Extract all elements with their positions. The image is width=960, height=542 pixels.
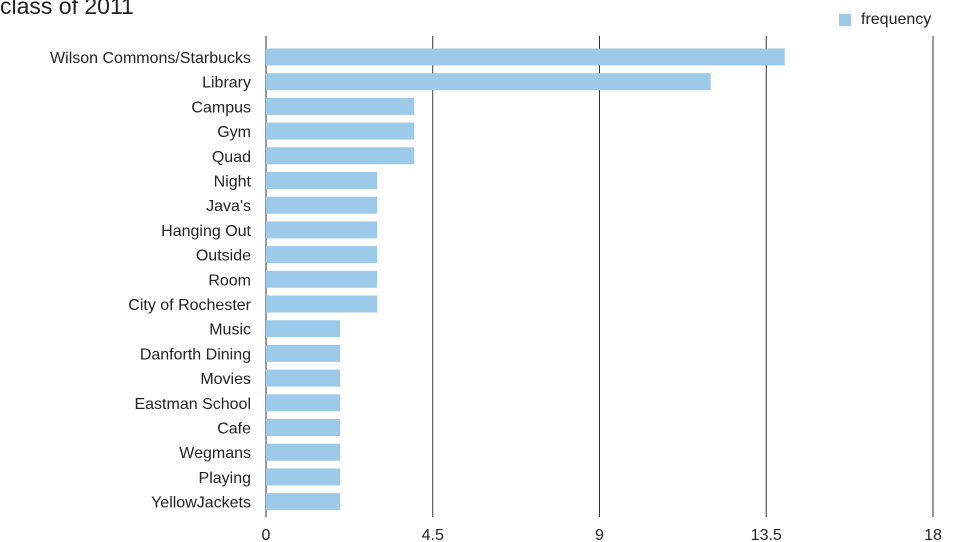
x-tick-label-3: 13.5 — [751, 527, 782, 542]
bar-danforth-dining — [266, 344, 341, 362]
category-label-cafe: Cafe — [217, 421, 251, 438]
category-label-wegmans: Wegmans — [179, 445, 251, 462]
category-label-music: Music — [209, 322, 251, 339]
category-label-wilson-commons-starbucks: Wilson Commons/Starbucks — [50, 50, 251, 67]
bar-quad — [266, 147, 415, 165]
legend-label-frequency: frequency — [861, 11, 932, 28]
category-label-gym: Gym — [217, 124, 251, 141]
category-label-city-of-rochester: City of Rochester — [128, 297, 251, 314]
bar-playing — [266, 468, 341, 486]
bar-library — [266, 73, 711, 91]
bar-java-s — [266, 196, 378, 214]
legend-swatch-frequency — [839, 14, 851, 26]
bar-city-of-rochester — [266, 295, 378, 313]
bar-music — [266, 320, 341, 338]
category-label-playing: Playing — [199, 470, 251, 487]
category-label-room: Room — [208, 272, 251, 289]
bar-hanging-out — [266, 221, 378, 239]
bar-eastman-school — [266, 394, 341, 412]
category-label-java-s: Java's — [206, 198, 251, 215]
category-label-library: Library — [202, 75, 251, 92]
chart-title: class of 2011 — [0, 0, 134, 19]
bar-yellowjackets — [266, 493, 341, 511]
chart-legend: frequency — [839, 11, 931, 29]
bar-gym — [266, 122, 415, 140]
category-label-outside: Outside — [196, 248, 251, 265]
bar-cafe — [266, 419, 341, 436]
x-tick-label-4: 18 — [924, 527, 942, 542]
category-label-danforth-dining: Danforth Dining — [140, 346, 251, 363]
bar-night — [266, 172, 378, 189]
category-labels: Wilson Commons/Starbucks Library Campus Gym… — [50, 50, 252, 512]
bar-outside — [266, 246, 378, 264]
x-tick-label-0: 0 — [262, 527, 271, 542]
x-tick-label-1: 4.5 — [422, 527, 444, 542]
category-label-night: Night — [214, 174, 252, 191]
bars — [266, 48, 785, 511]
bar-room — [266, 270, 378, 288]
category-label-hanging-out: Hanging Out — [161, 223, 251, 240]
x-tick-label-2: 9 — [595, 527, 604, 542]
category-label-movies: Movies — [200, 371, 251, 388]
category-label-campus: Campus — [191, 99, 251, 116]
bar-wilson-commons-starbucks — [266, 48, 785, 66]
bar-movies — [266, 369, 341, 387]
category-label-eastman-school: Eastman School — [134, 396, 251, 413]
bar-campus — [266, 97, 415, 115]
x-axis-ticks: 0 4.5 9 13.5 18 — [262, 527, 942, 542]
bar-wegmans — [266, 443, 341, 461]
category-label-quad: Quad — [212, 149, 251, 166]
category-label-yellowjackets: YellowJackets — [151, 495, 251, 512]
